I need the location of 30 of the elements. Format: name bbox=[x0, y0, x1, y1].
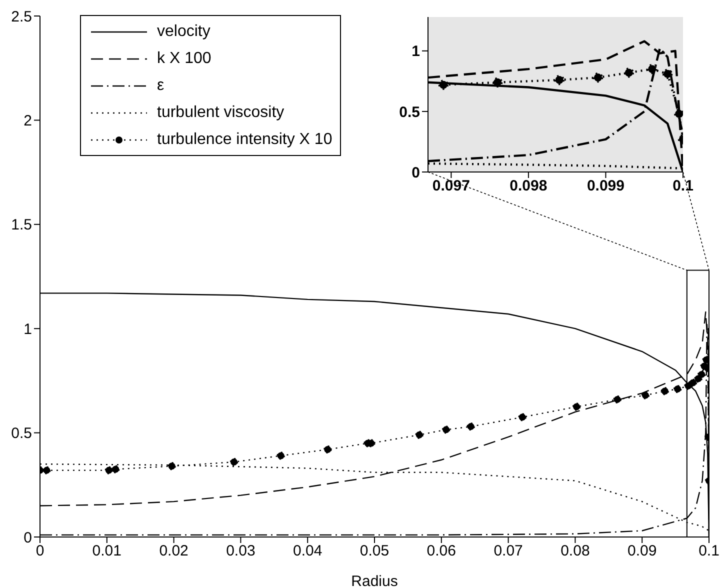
y-tick-label: 0.5 bbox=[399, 104, 420, 121]
legend-label: k X 100 bbox=[157, 50, 212, 68]
x-tick-label: 0.098 bbox=[510, 178, 548, 195]
x-tick-label: 0.097 bbox=[432, 178, 470, 195]
x-tick-label: 0 bbox=[36, 542, 44, 560]
y-tick-label: 0 bbox=[24, 529, 32, 546]
x-tick-label: 0.09 bbox=[628, 542, 657, 560]
x-axis-title: Radius bbox=[351, 573, 398, 588]
legend-label: turbulent viscosity bbox=[157, 104, 284, 122]
y-tick-label: 0 bbox=[412, 164, 420, 182]
y-tick-label: 2.5 bbox=[11, 8, 32, 26]
legend-label: turbulence intensity X 10 bbox=[157, 130, 332, 148]
y-tick-label: 1 bbox=[412, 43, 420, 60]
x-tick-label: 0.05 bbox=[360, 542, 390, 560]
x-tick-label: 0.07 bbox=[494, 542, 523, 560]
x-tick-label: 0.08 bbox=[560, 542, 590, 560]
x-tick-label: 0.01 bbox=[92, 542, 122, 560]
x-tick-label: 0.04 bbox=[293, 542, 322, 560]
x-tick-label: 0.03 bbox=[226, 542, 256, 560]
y-tick-label: 0.5 bbox=[11, 425, 32, 442]
x-tick-label: 0.1 bbox=[672, 178, 694, 195]
legend-label: velocity bbox=[157, 22, 210, 40]
legend-label: ε bbox=[157, 76, 164, 94]
x-tick-label: 0.06 bbox=[426, 542, 456, 560]
y-tick-label: 1.5 bbox=[11, 216, 32, 234]
x-tick-label: 0.02 bbox=[159, 542, 188, 560]
y-tick-label: 1 bbox=[24, 320, 32, 338]
x-tick-label: 0.1 bbox=[698, 542, 720, 560]
x-tick-label: 0.099 bbox=[586, 178, 624, 195]
y-tick-label: 2 bbox=[24, 112, 32, 130]
